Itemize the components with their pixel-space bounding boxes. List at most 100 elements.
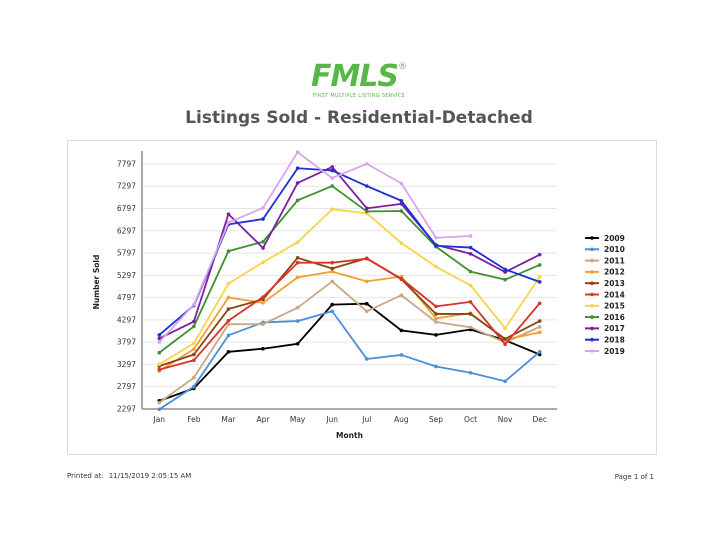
printed-label: Printed at:	[67, 472, 104, 480]
data-point-2016	[364, 209, 369, 214]
report-title: Listings Sold - Residential-Detached	[185, 108, 533, 128]
legend-label-2015: 2015	[604, 302, 625, 311]
y-axis-label: Number Sold	[92, 255, 101, 310]
data-point-2011	[434, 320, 438, 324]
data-point-2011	[468, 325, 473, 330]
data-point-2019	[364, 161, 369, 166]
legend-marker-2010	[590, 247, 594, 252]
legend-marker-2013	[590, 281, 594, 285]
x-tick-label: Jan	[153, 415, 166, 424]
x-tick-label: Feb	[187, 415, 201, 424]
data-point-2017	[330, 165, 335, 169]
data-point-2014	[503, 342, 507, 347]
data-point-2011	[226, 322, 231, 326]
legend-label-2018: 2018	[604, 336, 625, 345]
chart-container: 2297 2797 3297 3797 4297 4797 5297 5797 6297 6797…	[67, 140, 657, 455]
data-point-2013	[295, 256, 300, 260]
data-point-2018	[261, 217, 265, 221]
legend-marker-2015	[590, 304, 594, 308]
y-tick-label: 6297	[117, 226, 136, 235]
data-point-2015	[468, 283, 473, 288]
series-line-2009	[158, 302, 541, 402]
data-point-2010	[330, 309, 335, 314]
data-point-2016	[295, 198, 300, 203]
data-point-2017	[468, 251, 473, 256]
data-point-2016	[537, 263, 542, 267]
data-point-2016	[503, 277, 507, 282]
data-point-2019	[192, 302, 196, 307]
data-point-2019	[261, 206, 265, 210]
data-point-2018	[295, 166, 300, 171]
x-tick-label: Nov	[498, 415, 513, 424]
y-tick-label: 7797	[117, 159, 136, 168]
series-line-2017	[158, 165, 541, 340]
data-point-2011	[537, 325, 542, 329]
data-point-2016	[330, 184, 335, 188]
data-point-2014	[295, 260, 300, 265]
legend-label-2011: 2011	[604, 256, 625, 265]
series-line-2011	[158, 280, 541, 404]
data-point-2018	[468, 245, 473, 250]
data-point-2012	[330, 269, 335, 274]
x-tick-label: Oct	[464, 415, 477, 424]
x-axis-label: Month	[336, 431, 363, 440]
data-point-2014	[226, 318, 231, 323]
data-point-2014	[157, 367, 162, 372]
data-point-2010	[468, 370, 473, 375]
data-point-2019	[295, 150, 300, 154]
data-point-2014	[192, 358, 196, 363]
data-point-2009	[434, 333, 438, 337]
x-tick-label: Jun	[325, 415, 338, 424]
data-point-2010	[503, 379, 507, 384]
data-point-2010	[399, 353, 404, 357]
data-point-2012	[295, 275, 300, 280]
data-point-2010	[157, 407, 162, 412]
data-point-2014	[364, 256, 369, 261]
y-tick-label: 2297	[117, 405, 136, 414]
data-point-2017	[537, 252, 542, 257]
data-point-2013	[537, 319, 542, 323]
data-point-2013	[503, 337, 507, 341]
x-tick-label: Dec	[532, 415, 547, 424]
data-point-2018	[399, 198, 404, 203]
legend-label-2013: 2013	[604, 279, 625, 288]
data-point-2017	[157, 336, 162, 341]
legend-marker-2017	[590, 326, 594, 331]
series-line-2014	[159, 257, 541, 371]
legend-marker-2009	[590, 236, 594, 240]
data-point-2012	[434, 316, 438, 321]
legend-label-2019: 2019	[604, 347, 625, 356]
legend-label-2009: 2009	[604, 234, 625, 243]
printed-timestamp: Printed at: 11/15/2019 2:05:15 AM	[67, 472, 194, 480]
data-point-2018	[434, 243, 438, 248]
data-point-2012	[192, 347, 196, 351]
legend-marker-2011	[590, 258, 594, 263]
data-point-2013	[468, 312, 473, 316]
data-point-2014	[261, 295, 265, 299]
data-point-2009	[364, 301, 369, 306]
x-tick-label: Apr	[257, 415, 271, 424]
data-point-2009	[399, 328, 404, 333]
data-point-2011	[157, 400, 162, 405]
series-line-2015	[158, 208, 541, 366]
data-point-2013	[434, 312, 438, 316]
data-point-2013	[226, 307, 231, 311]
data-point-2016	[399, 209, 404, 213]
data-point-2011	[192, 375, 196, 380]
series-line-2016	[158, 185, 541, 354]
x-tick-label: Sep	[429, 415, 443, 424]
data-point-2014	[330, 260, 335, 265]
legend-label-2012: 2012	[604, 268, 625, 277]
data-point-2017	[503, 270, 507, 274]
data-point-2015	[330, 207, 335, 212]
logo-tagline: FIRST MULTIPLE LISTING SERVICE	[312, 93, 406, 99]
data-point-2019	[399, 181, 404, 186]
data-point-2010	[295, 319, 300, 323]
data-point-2012	[364, 279, 369, 284]
data-point-2019	[330, 176, 335, 180]
data-point-2011	[295, 305, 300, 310]
data-point-2018	[157, 333, 162, 337]
data-point-2014	[468, 300, 473, 304]
data-point-2016	[468, 269, 473, 274]
data-point-2013	[192, 352, 196, 357]
